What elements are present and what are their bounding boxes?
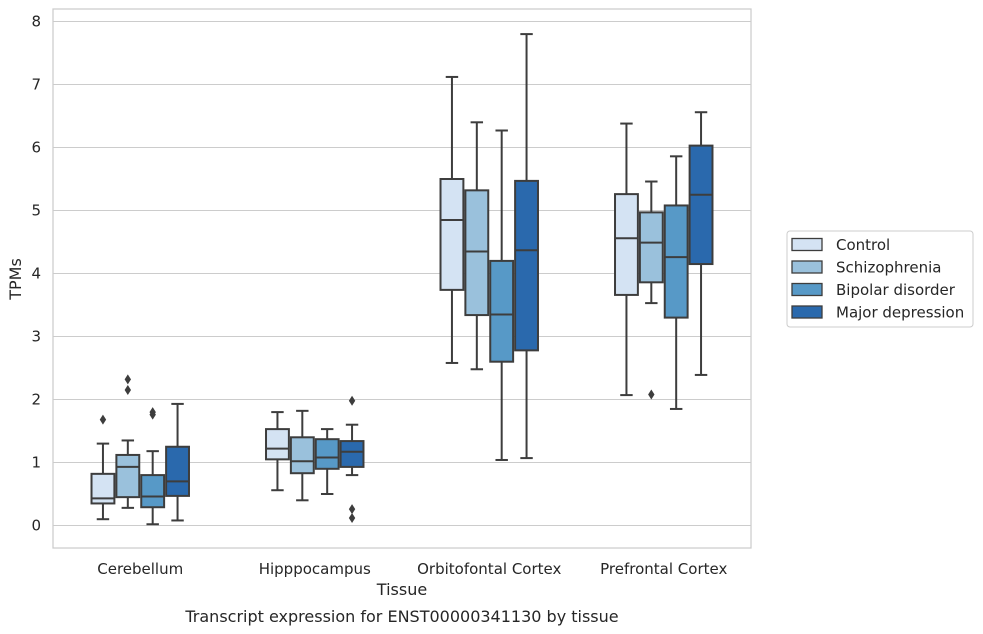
box-bipolar-disorder	[489, 129, 515, 461]
box-bipolar-disorder	[314, 428, 340, 495]
y-axis-label: TPMs	[6, 258, 25, 301]
iqr-box	[339, 440, 365, 468]
iqr-box	[140, 474, 166, 509]
iqr-box	[638, 211, 664, 284]
outlier-point	[348, 504, 356, 515]
x-tick-label: Hipppocampus	[259, 560, 371, 578]
outlier-point	[149, 407, 156, 418]
box-major-depression	[339, 395, 365, 523]
legend-label: Control	[836, 236, 890, 254]
iqr-box	[489, 259, 515, 363]
outlier-point	[99, 414, 107, 425]
x-tick-labels: Cerebellum Hipppocampus Orbitofontal Corte…	[97, 560, 727, 578]
iqr-box	[90, 472, 116, 505]
y-tick-label: 8	[31, 13, 41, 31]
chart-caption: Transcript expression for ENST0000034113…	[184, 607, 618, 626]
box-control	[614, 122, 639, 397]
box-schizophrenia	[289, 409, 315, 502]
x-axis-label: Tissue	[376, 580, 427, 599]
legend-swatch	[791, 237, 823, 252]
iqr-box	[614, 193, 639, 296]
legend-swatch	[791, 282, 823, 297]
legend-label: Schizophrenia	[836, 259, 941, 277]
iqr-box	[663, 204, 689, 319]
y-tick-label: 0	[31, 517, 41, 535]
iqr-box	[439, 178, 465, 291]
box-major-depression	[165, 402, 190, 522]
box-control	[439, 75, 465, 364]
iqr-box	[265, 428, 290, 461]
x-tick-label: Orbitofontal Cortex	[417, 560, 561, 578]
iqr-box	[314, 438, 340, 470]
y-tick-label: 6	[31, 139, 41, 157]
y-tick-label: 1	[31, 454, 41, 472]
box-control	[90, 414, 116, 521]
box-bipolar-disorder	[140, 407, 166, 526]
iqr-box	[688, 144, 714, 266]
box-schizophrenia	[464, 121, 490, 371]
legend: Control Schizophrenia Bipolar disorder Majo…	[786, 230, 974, 328]
y-tick-label: 7	[31, 76, 41, 94]
outlier-point	[648, 389, 655, 400]
plot-area-frame	[52, 8, 752, 549]
legend-label: Major depression	[836, 304, 964, 322]
box-bipolar-disorder	[663, 155, 689, 410]
iqr-box	[289, 436, 315, 475]
legend-frame	[786, 230, 974, 328]
outlier-point	[124, 374, 132, 385]
legend-label: Bipolar disorder	[836, 281, 956, 299]
outlier-point	[124, 385, 132, 396]
x-tick-label: Cerebellum	[97, 560, 183, 578]
y-tick-label: 4	[31, 265, 41, 283]
iqr-box	[514, 179, 539, 352]
y-tick-labels: 0 1 2 3 4 5 6 7 8	[31, 13, 41, 535]
y-tick-label: 5	[31, 202, 41, 220]
y-tick-label: 2	[31, 391, 41, 409]
box-major-depression	[688, 111, 714, 376]
outlier-point	[348, 512, 356, 523]
legend-swatch	[791, 260, 823, 274]
iqr-box	[165, 445, 190, 497]
outlier-point	[348, 395, 356, 406]
box-plot-series	[90, 33, 714, 526]
y-tick-label: 3	[31, 328, 41, 346]
iqr-box	[464, 189, 490, 317]
x-tick-label: Prefrontal Cortex	[600, 560, 727, 578]
iqr-box	[115, 453, 141, 499]
box-major-depression	[514, 33, 539, 460]
box-schizophrenia	[115, 374, 141, 509]
legend-swatch	[791, 305, 823, 319]
box-schizophrenia	[638, 180, 664, 400]
box-control	[265, 411, 290, 492]
